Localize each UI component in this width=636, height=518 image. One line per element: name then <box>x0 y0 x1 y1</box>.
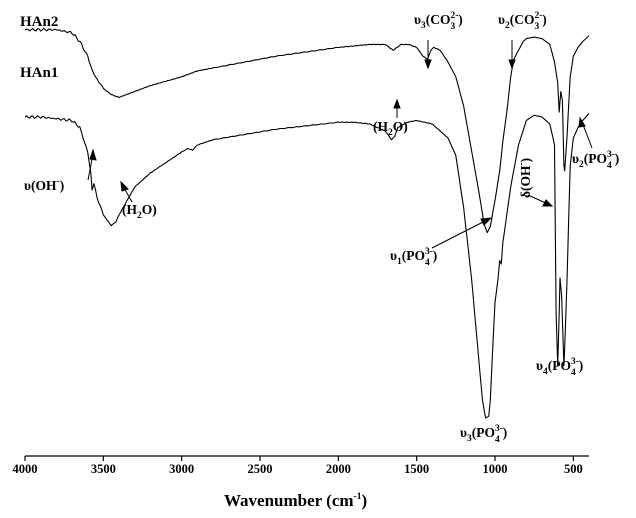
annotation-h2o-2: (H2O) <box>373 119 408 138</box>
arrowhead-nu3-co3 <box>424 59 432 70</box>
x-axis-label-sup: -1 <box>354 492 362 502</box>
annotation-h2o-1: (H2O) <box>122 202 157 221</box>
x-tick-label-4000: 4000 <box>13 462 38 476</box>
x-axis-label-close: ) <box>361 491 367 510</box>
annotation-nu3-co3: υ3(CO2-3) <box>414 11 463 32</box>
annotation-oh-stretch: υ(OH-) <box>24 177 64 193</box>
x-tick-label-3000: 3000 <box>169 462 194 476</box>
arrowhead-nu1-po4 <box>480 217 493 226</box>
x-tick-label-1500: 1500 <box>404 462 429 476</box>
arrowhead-oh-stretch <box>89 148 97 161</box>
x-axis-label: Wavenumber (cm-1) <box>224 491 367 510</box>
x-tick-label-2500: 2500 <box>248 462 273 476</box>
series-label-han2: HAn2 <box>20 14 58 30</box>
series-line-han2 <box>24 27 590 234</box>
x-tick-label-1000: 1000 <box>483 462 508 476</box>
annotation-arrows <box>87 40 593 249</box>
annotation-nu2-co3: υ2(CO2-3) <box>498 11 547 32</box>
annotation-nu4-po4: υ4(PO3-4) <box>536 357 583 378</box>
arrowhead-nu2-po4 <box>578 116 586 128</box>
series-line-han1 <box>24 113 590 419</box>
x-tick-label-500: 500 <box>564 462 583 476</box>
series-group <box>24 27 590 419</box>
annotation-nu2-po4: υ2(PO3-4) <box>572 150 619 171</box>
annotation-delta-oh: δ(OH-) <box>517 158 533 198</box>
arrowhead-delta-oh <box>542 199 554 207</box>
series-label-han1: HAn1 <box>20 65 58 81</box>
arrowhead-nu2-co3 <box>508 59 516 70</box>
x-axis-label-main: Wavenumber (cm <box>224 491 354 510</box>
annotation-nu3-po4: υ3(PO3-4) <box>460 424 507 445</box>
x-ticks-group: 4000 3500 3000 2500 2000 1500 1000 500 <box>13 456 583 476</box>
arrow-nu1-po4 <box>431 219 488 249</box>
arrowhead-h2o-1 <box>120 180 129 192</box>
arrowhead-h2o-2 <box>393 98 401 109</box>
annotation-nu1-po4: υ1(PO3-4) <box>390 247 437 268</box>
x-tick-label-2000: 2000 <box>326 462 351 476</box>
x-tick-label-3500: 3500 <box>91 462 116 476</box>
